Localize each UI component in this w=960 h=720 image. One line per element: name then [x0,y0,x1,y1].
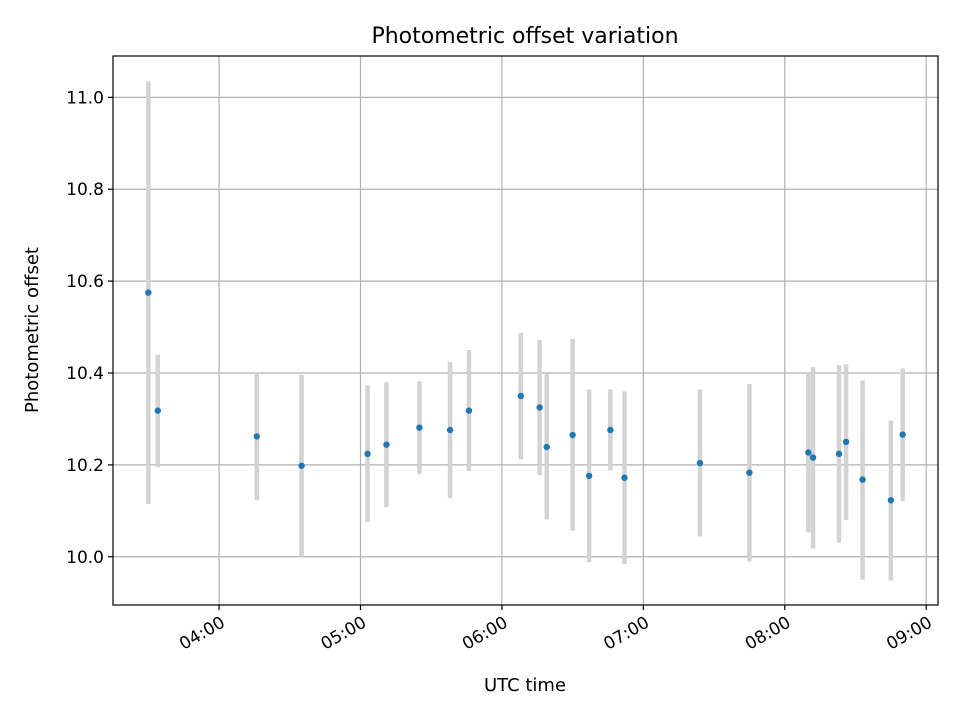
data-point [621,474,628,481]
data-point [809,454,817,461]
y-axis-ticks: 10.0 10.2 10.4 10.6 10.8 11.0 [66,88,113,568]
data-point [364,450,371,458]
data-point [446,426,454,434]
grid [113,56,938,605]
data-point [465,407,473,414]
data-point [569,431,576,439]
data-point [887,497,895,504]
data-point [607,426,614,434]
y-tick-label: 10.2 [66,456,104,476]
y-axis-label: Photometric offset [22,247,43,413]
data-point [536,404,543,411]
y-tick-label: 10.6 [66,272,104,292]
data-point [253,433,260,440]
y-tick-label: 10.8 [66,180,104,200]
data-point [859,476,866,483]
data-point [842,438,850,446]
y-tick-label: 10.0 [66,548,104,568]
y-tick-label: 11.0 [66,88,104,108]
data-point [383,441,390,448]
data-point [298,462,305,469]
data-point [543,443,550,451]
data-point [805,449,812,456]
y-tick-label: 10.4 [66,364,104,384]
data-point [154,407,161,414]
data-point [899,431,906,438]
data-point [746,469,753,476]
chart-title: Photometric offset variation [371,24,678,49]
data-points [145,289,906,504]
data-point [145,289,152,296]
data-point [517,392,524,400]
data-point [696,459,704,467]
data-point [416,424,423,431]
plot-frame [112,55,939,606]
data-point [585,472,593,480]
x-axis-label: UTC time [484,675,566,696]
data-point [835,450,843,458]
